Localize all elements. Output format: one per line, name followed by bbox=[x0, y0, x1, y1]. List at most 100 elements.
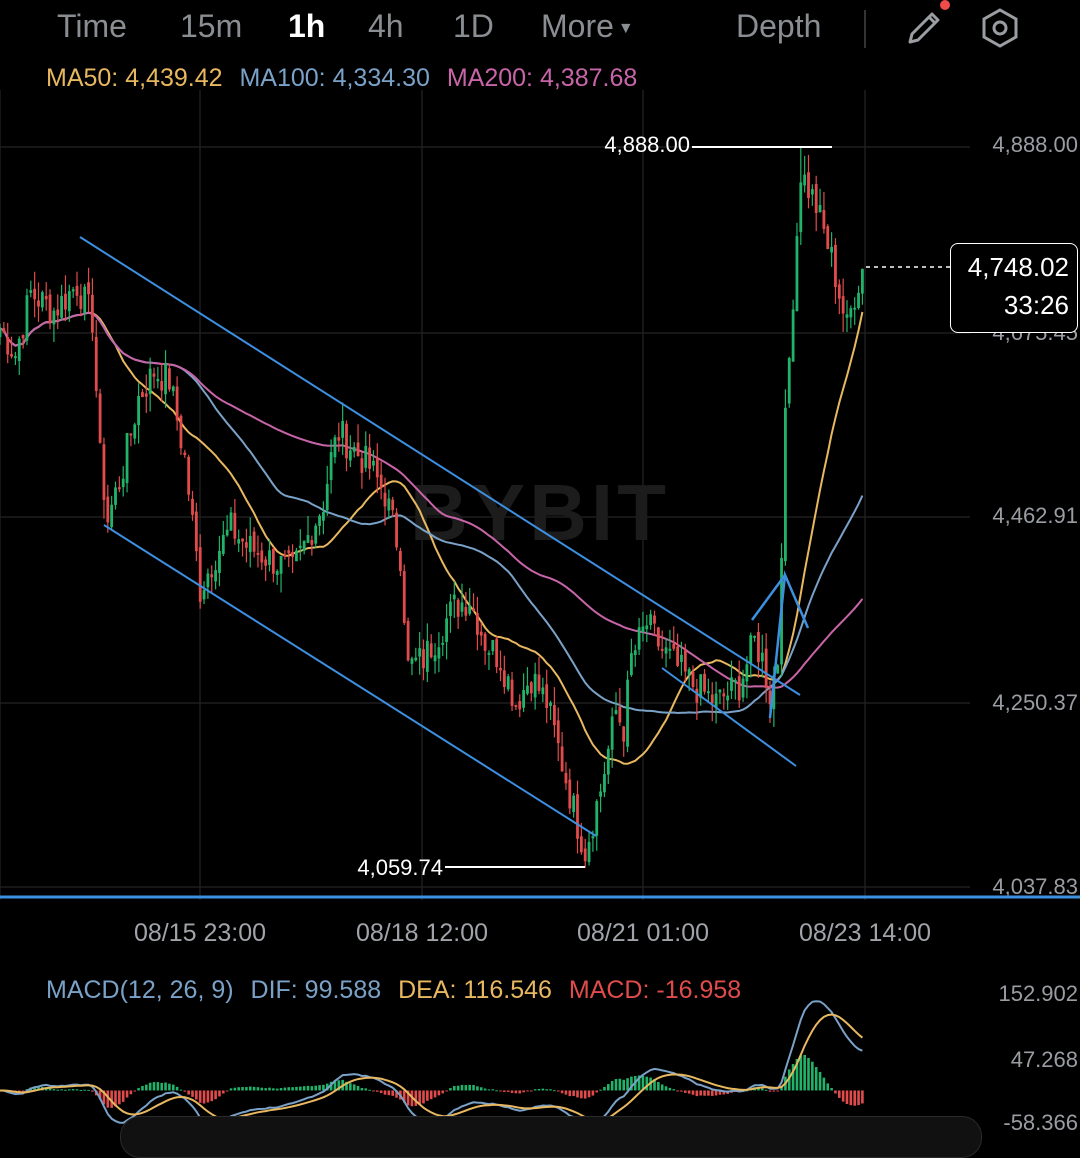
tab-4h[interactable]: 4h bbox=[368, 8, 404, 44]
candle-body bbox=[395, 512, 398, 548]
price-chart[interactable]: BYBIT 4,888.00 4,675.45 4,462.91 4,250.3… bbox=[0, 0, 1080, 1133]
pencil-icon[interactable] bbox=[902, 6, 946, 50]
candle-body bbox=[668, 648, 672, 651]
candle-body bbox=[687, 669, 691, 675]
tab-1d[interactable]: 1D bbox=[453, 8, 494, 44]
tab-15m[interactable]: 15m bbox=[180, 8, 243, 44]
candle-body bbox=[691, 671, 695, 687]
candle-body bbox=[75, 285, 79, 296]
macd-histogram-bar bbox=[364, 1088, 368, 1091]
candle-body bbox=[168, 368, 171, 390]
tab-depth[interactable]: Depth bbox=[736, 8, 822, 44]
bottom-sheet-handle[interactable] bbox=[120, 1116, 982, 1158]
macd-histogram-bar bbox=[137, 1088, 140, 1091]
time-tick: 08/21 01:00 bbox=[577, 919, 709, 947]
candle-body bbox=[495, 638, 499, 668]
macd-histogram-bar bbox=[233, 1087, 237, 1091]
macd-histogram-bar bbox=[433, 1090, 437, 1098]
tab-1h[interactable]: 1h bbox=[288, 8, 326, 44]
macd-histogram-bar bbox=[680, 1090, 683, 1092]
candle-body bbox=[279, 555, 283, 574]
macd-histogram-bar bbox=[830, 1088, 833, 1091]
candle-body bbox=[414, 657, 418, 661]
ma-legend: MA50: 4,439.42 MA100: 4,334.30 MA200: 4,… bbox=[46, 64, 647, 93]
macd-histogram-bar bbox=[229, 1088, 233, 1091]
macd-histogram-bar bbox=[549, 1089, 552, 1091]
macd-histogram-bar bbox=[168, 1083, 171, 1091]
candle-body bbox=[6, 337, 10, 355]
macd-histogram-bar bbox=[441, 1090, 445, 1094]
macd-dea: DEA: 116.546 bbox=[398, 976, 552, 1004]
candle-body bbox=[106, 496, 110, 523]
candle-body bbox=[67, 291, 71, 312]
candle-body bbox=[730, 677, 733, 691]
candle-body bbox=[518, 701, 522, 710]
macd-histogram-bar bbox=[279, 1088, 283, 1091]
macd-histogram-bar bbox=[422, 1090, 425, 1104]
macd-histogram-bar bbox=[302, 1086, 306, 1091]
time-axis: 08/15 23:00 08/18 12:00 08/21 01:00 08/2… bbox=[134, 919, 931, 947]
macd-params: MACD(12, 26, 9) bbox=[46, 976, 234, 1004]
candle-body bbox=[814, 183, 818, 213]
candle-body bbox=[502, 670, 506, 688]
candle-body bbox=[379, 474, 383, 488]
macd-histogram-bar bbox=[610, 1080, 614, 1091]
macd-histogram-bar bbox=[264, 1088, 267, 1091]
candle-body bbox=[857, 292, 860, 309]
more-dropdown[interactable]: More ▼ bbox=[541, 8, 634, 45]
macd-histogram-bar bbox=[395, 1090, 398, 1098]
macd-histogram-bar bbox=[595, 1090, 599, 1093]
ma100-value: MA100: 4,334.30 bbox=[239, 64, 430, 92]
macd-histogram-bar bbox=[418, 1090, 421, 1105]
macd-histogram-bar bbox=[764, 1089, 768, 1091]
macd-histogram-bar bbox=[857, 1090, 860, 1106]
macd-histogram-bar bbox=[533, 1089, 537, 1091]
macd-histogram-bar bbox=[745, 1090, 749, 1092]
macd-histogram-bar bbox=[834, 1090, 837, 1094]
macd-histogram-bar bbox=[568, 1090, 572, 1097]
macd-histogram-bar bbox=[429, 1090, 433, 1100]
macd-histogram-bar bbox=[164, 1082, 167, 1091]
macd-histogram-bar bbox=[333, 1080, 337, 1091]
candle-body bbox=[422, 649, 425, 669]
macd-histogram-bar bbox=[214, 1090, 217, 1100]
macd-histogram-bar bbox=[187, 1090, 190, 1095]
macd-histogram-bar bbox=[795, 1058, 799, 1091]
candle-body bbox=[295, 550, 298, 562]
macd-histogram-bar bbox=[318, 1085, 321, 1091]
candle-body bbox=[830, 246, 833, 253]
macd-histogram-bar bbox=[691, 1090, 695, 1095]
candle-body bbox=[418, 648, 422, 657]
settings-hexagon-icon[interactable] bbox=[978, 6, 1022, 50]
candle-body bbox=[560, 746, 564, 772]
macd-histogram-bar bbox=[630, 1076, 633, 1091]
candle-body bbox=[791, 309, 795, 362]
candle-body bbox=[714, 693, 718, 708]
macd-histogram-bar bbox=[807, 1057, 810, 1091]
candle-body bbox=[487, 652, 491, 655]
macd-histogram-bar bbox=[464, 1085, 468, 1091]
candle-body bbox=[707, 691, 710, 694]
macd-histogram-bar bbox=[483, 1088, 487, 1091]
macd-histogram-bar bbox=[687, 1090, 691, 1094]
macd-histogram-bar bbox=[776, 1090, 779, 1092]
macd-histogram-bar bbox=[791, 1063, 795, 1091]
candle-body bbox=[468, 605, 472, 614]
macd-histogram-bar bbox=[460, 1084, 464, 1091]
macd-histogram-bar bbox=[322, 1084, 325, 1091]
candle-body bbox=[256, 552, 260, 555]
tab-time[interactable]: Time bbox=[57, 8, 127, 44]
macd-histogram-bar bbox=[379, 1090, 383, 1094]
macd-histogram-bar bbox=[402, 1090, 406, 1103]
candle-body bbox=[141, 392, 144, 398]
macd-histogram-bar bbox=[206, 1090, 210, 1103]
price-tick: 4,250.37 bbox=[992, 690, 1078, 715]
candle-body bbox=[110, 504, 114, 528]
macd-panel bbox=[0, 1000, 864, 1127]
candle-body bbox=[479, 631, 483, 636]
time-tick: 08/23 14:00 bbox=[799, 919, 931, 947]
macd-histogram-bar bbox=[757, 1087, 760, 1091]
macd-histogram-bar bbox=[803, 1054, 806, 1091]
candle-body bbox=[306, 535, 310, 543]
macd-histogram-bar bbox=[787, 1069, 791, 1091]
